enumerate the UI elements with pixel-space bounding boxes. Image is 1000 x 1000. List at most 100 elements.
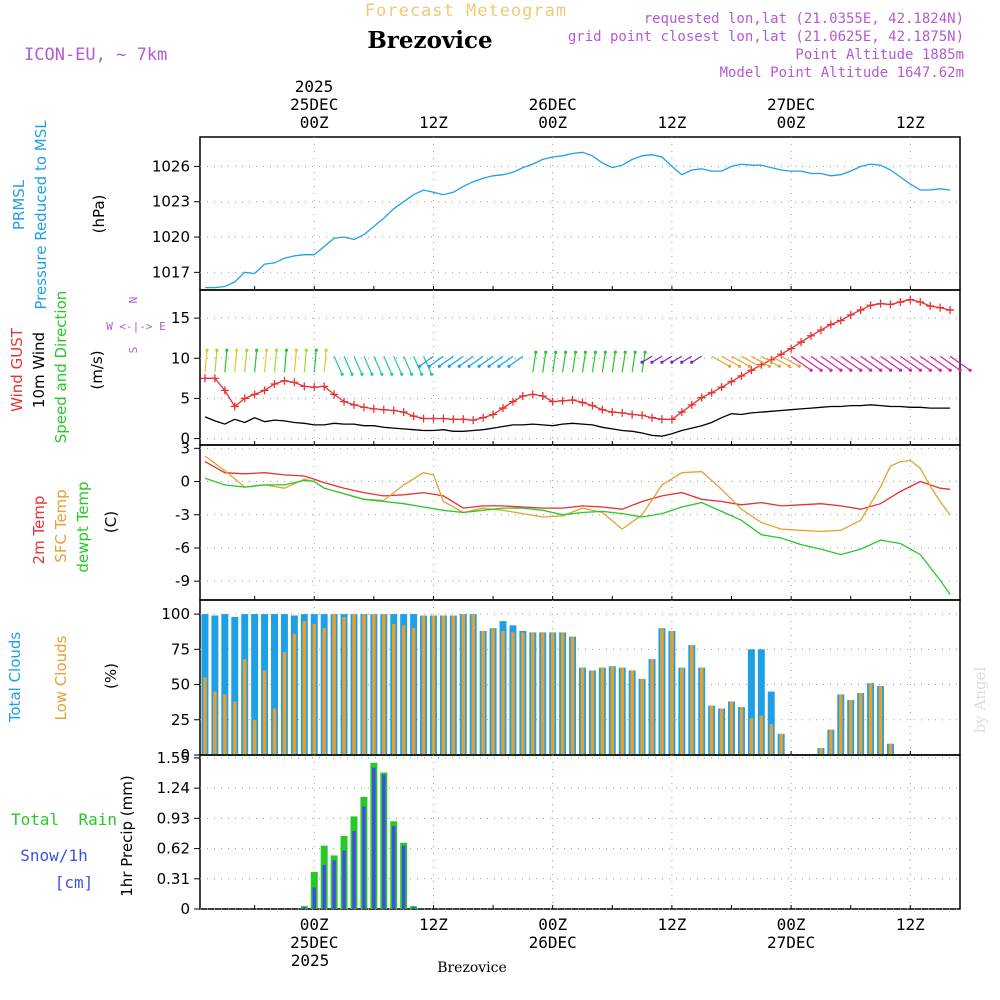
snow-bar: [322, 865, 326, 909]
panel-frame-4: [199, 754, 961, 910]
low-cloud-bar: [680, 667, 684, 755]
y-tick-label: 1026: [152, 157, 190, 175]
gust-marker: [459, 415, 468, 424]
wind-arrow-head: [603, 350, 607, 354]
bottom-date-label: 25DEC: [290, 933, 338, 952]
wind-gust-label: Wind GUST: [8, 327, 26, 412]
y-tick-label: 0: [180, 746, 190, 764]
wind-arrow: [333, 356, 343, 375]
bottom-hour-label: 12Z: [896, 915, 925, 934]
gust-marker: [707, 388, 716, 397]
low-cloud-bar: [252, 719, 257, 755]
wind-arrow: [751, 355, 770, 367]
wind-arrow-head: [623, 350, 627, 354]
gust-marker: [210, 374, 219, 383]
model-altitude: Model Point Altitude 1647.62m: [720, 65, 964, 81]
wind-arrow-head: [284, 348, 289, 352]
y-tick-label: 75: [171, 640, 190, 658]
wind-arrow-head: [829, 368, 833, 372]
pressure-label: Pressure Reduced to MSL: [32, 120, 50, 310]
wind-arrow-head: [235, 348, 239, 352]
gust-marker: [717, 383, 726, 392]
gust-marker: [946, 306, 955, 315]
series-dewpt-temp: [204, 477, 951, 595]
top-hour-label: 00Z: [538, 113, 567, 132]
wind-arrow: [731, 355, 750, 367]
low-cloud-bar: [580, 667, 585, 755]
gust-marker: [409, 412, 418, 421]
gust-marker: [200, 374, 209, 383]
low-cloud-bar: [878, 685, 883, 755]
top-hour-label: 12Z: [419, 113, 448, 132]
wind-arrow: [313, 350, 317, 373]
gust-marker: [806, 331, 815, 340]
low-cloud-bar: [411, 628, 416, 755]
wind-arrow-head: [360, 372, 364, 376]
wind-arrow: [373, 356, 383, 375]
wind-arrow: [711, 355, 730, 367]
low-cloud-bar: [779, 733, 783, 755]
wind-10m-label: 10m Wind: [30, 332, 48, 408]
series-prmsl: [205, 151, 951, 289]
wind-arrow: [234, 350, 238, 373]
wind-arrow-head: [898, 368, 903, 372]
gust-marker: [399, 408, 408, 417]
wind-arrow: [508, 355, 524, 367]
gust-marker: [230, 402, 239, 411]
wind-arrow: [691, 355, 703, 363]
low-cloud-bar: [481, 631, 485, 755]
wind-arrow: [413, 356, 423, 375]
wind-arrow: [422, 356, 433, 375]
wind-arrow-head: [757, 364, 762, 368]
low-cloud-bar: [521, 632, 525, 755]
wind-arrow-head: [534, 350, 538, 354]
low-cloud-bar: [640, 678, 644, 755]
gust-marker: [489, 410, 498, 419]
wind-arrow: [880, 355, 901, 371]
wind-arrow-head: [747, 364, 752, 368]
wind-arrow-head: [350, 372, 354, 376]
wind-arrow: [949, 355, 971, 371]
gust-marker: [598, 405, 607, 414]
c-unit: (C): [102, 511, 120, 533]
y-tick-label: 0.93: [157, 809, 190, 827]
wind-arrow: [542, 352, 547, 373]
total-cloud-bar: [231, 616, 239, 755]
wind-arrow-head: [554, 350, 558, 354]
y-tick-label: 0: [180, 900, 190, 918]
gust-marker: [787, 344, 796, 353]
y-tick-label: 25: [171, 711, 190, 729]
low-cloud-bar: [670, 631, 674, 755]
low-cloud-bar: [829, 729, 833, 755]
gust-marker: [777, 350, 786, 359]
gust-marker: [270, 379, 279, 388]
wind-arrow-head: [390, 372, 394, 376]
low-cloud-bar: [213, 691, 217, 755]
y-tick-label: 1017: [152, 263, 190, 281]
gust-marker: [528, 390, 537, 399]
wind-arrow: [224, 350, 228, 373]
low-cloud-bar: [570, 636, 575, 755]
gust-marker: [747, 366, 756, 375]
gust-marker: [737, 371, 746, 380]
total-cloud-bar: [221, 614, 229, 755]
total-cloud-bar: [271, 614, 278, 755]
wind-arrow: [651, 355, 663, 363]
gust-marker: [359, 403, 368, 412]
low-cloud-bar: [690, 645, 694, 755]
wind-arrow-head: [255, 348, 259, 352]
grid-point-coords: grid point closest lon,lat (21.0625E, 42…: [568, 29, 964, 45]
wind-arrow: [581, 352, 587, 373]
low-cloud-bar: [819, 747, 823, 755]
gust-marker: [856, 306, 865, 315]
wind-arrow-head: [427, 364, 431, 368]
gust-marker: [419, 414, 428, 423]
gust-marker: [578, 398, 587, 407]
wind-arrow-head: [640, 360, 644, 364]
low-cloud-bar: [650, 659, 654, 755]
wind-arrow-head: [869, 368, 873, 372]
wind-arrow-head: [573, 350, 578, 354]
wind-arrow-head: [583, 350, 588, 354]
wind-arrow: [661, 355, 673, 363]
